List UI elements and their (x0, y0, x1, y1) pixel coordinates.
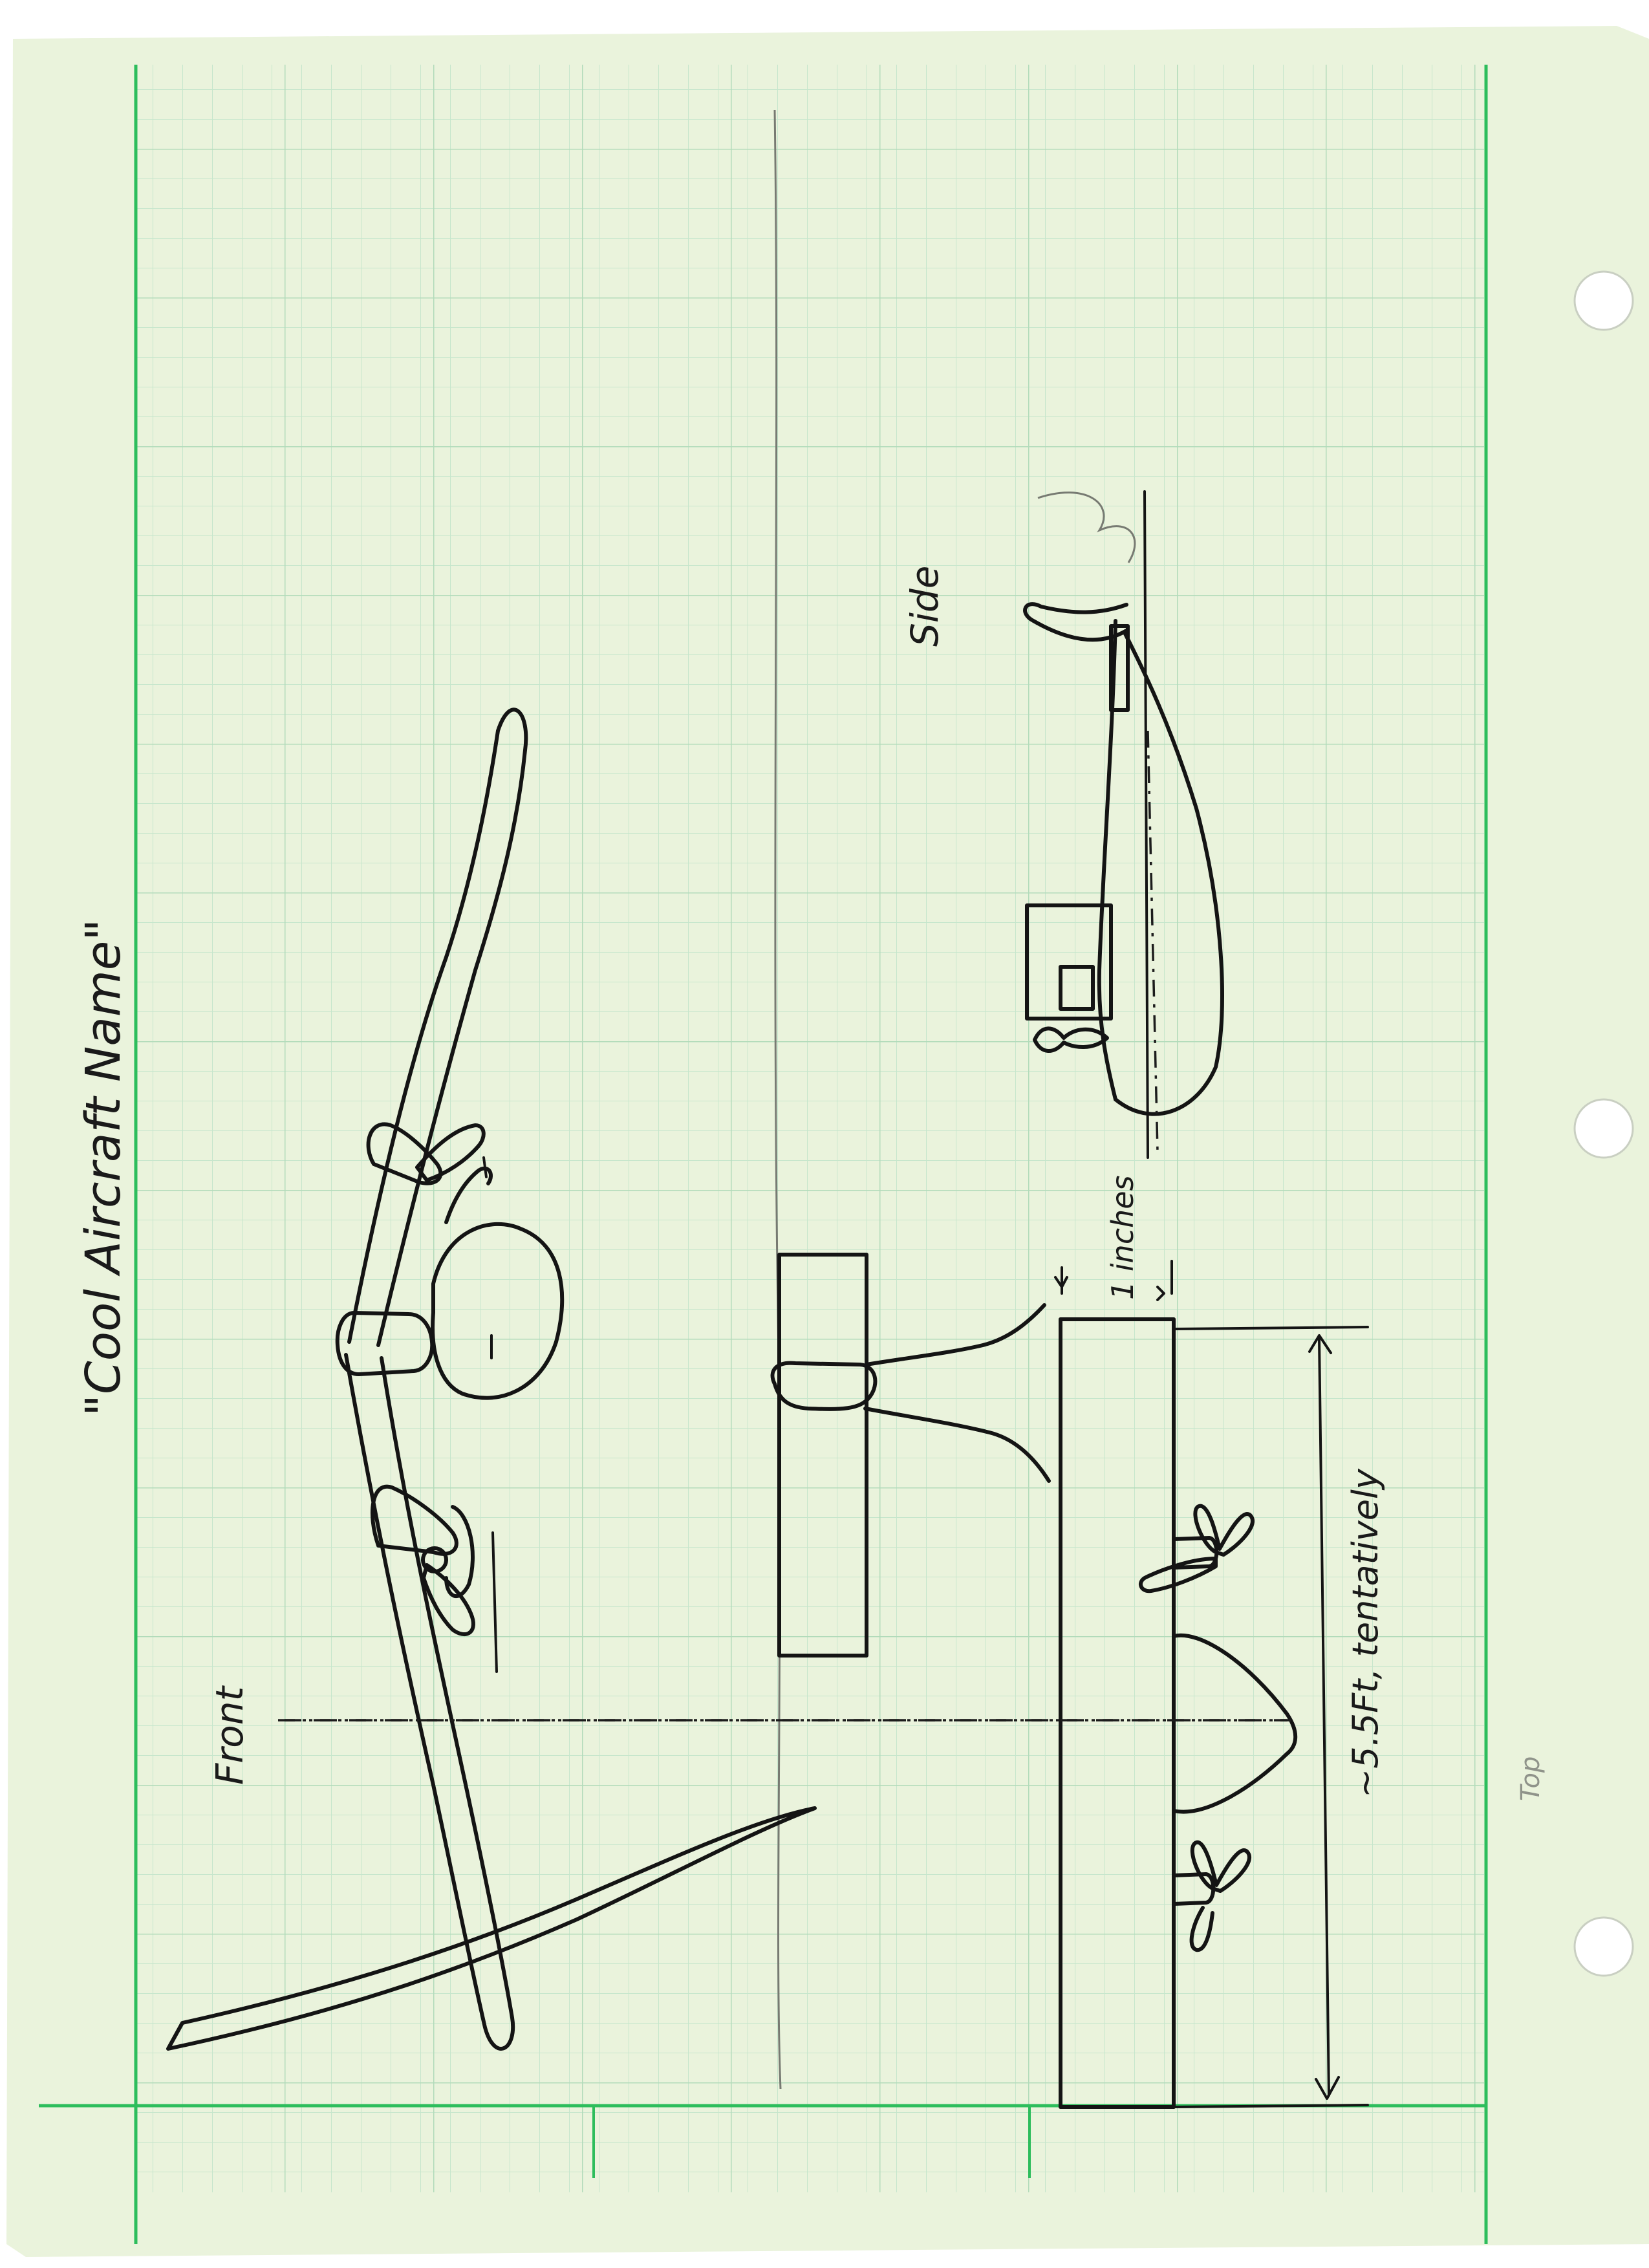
top-fuselage-body-left (865, 1303, 1046, 1366)
front-prop-upper-blade-2 (422, 1563, 475, 1637)
front-ground-line-lower (482, 1156, 488, 1178)
top-prop-right-blades-long (1189, 1906, 1214, 1952)
dim-span-tick-top (1172, 1326, 1369, 1330)
side-fuselage-bottom (1114, 632, 1224, 1116)
side-wing-box (1025, 903, 1113, 1021)
punch-holes (1573, 270, 1634, 1977)
side-tail-root (1109, 624, 1130, 712)
top-nose-cone (1172, 1633, 1298, 1814)
label-side: Side (903, 566, 947, 647)
pencil-guide-vertical (773, 109, 782, 2090)
label-top: Top (1516, 1756, 1546, 1801)
dimension-marks (1054, 1260, 1369, 2108)
paper-grid (136, 65, 1484, 2192)
front-wing-right (344, 1353, 515, 2051)
side-propeller (1033, 1026, 1109, 1053)
top-prop-left-blade-1 (1138, 1557, 1218, 1593)
side-ground-line (1143, 490, 1149, 1159)
top-prop-left (1193, 1504, 1255, 1557)
front-prop-lower-blade-1 (366, 1122, 443, 1185)
label-span: ~5.5Ft, tentatively (1345, 1468, 1386, 1798)
top-main-wing-outline (1059, 1317, 1176, 2109)
front-fuselage (431, 1222, 565, 1400)
dim-span-arrow-top (1308, 1334, 1332, 1354)
dim-1in-arrow-right (1156, 1286, 1165, 1301)
front-prop-upper-hub (421, 1546, 448, 1573)
punch-hole-middle (1573, 1098, 1634, 1159)
front-engine-upper (444, 1505, 475, 1599)
top-view-sketch (770, 1253, 1298, 2109)
front-wing-left (347, 707, 528, 1347)
top-horizontal-stabilizer (777, 1253, 868, 1658)
front-wing-upper (166, 1806, 817, 2051)
label-front: Front (208, 1685, 252, 1785)
front-prop-lower-blade-2 (415, 1123, 486, 1182)
dim-1in-arrow-left (1054, 1276, 1068, 1288)
front-view-sketch (166, 707, 817, 2051)
punch-hole-bottom (1573, 1916, 1634, 1977)
front-prop-upper-blade-1 (371, 1484, 458, 1556)
punch-hole-top (1573, 270, 1634, 331)
drawing-title: "Cool Aircraft Name" (76, 919, 131, 1416)
top-fuselage-tail (770, 1361, 878, 1411)
dim-span-arrow-bottom (1315, 2076, 1340, 2100)
top-fuselage-body-right (863, 1407, 1051, 1483)
front-engine-lower (444, 1166, 493, 1224)
label-1-inches: 1 inches (1105, 1175, 1140, 1300)
side-tail-fin (1023, 602, 1128, 642)
top-prop-right (1190, 1840, 1251, 1893)
front-tail-fin (335, 1311, 435, 1376)
dim-span-line (1318, 1337, 1330, 2097)
side-view-sketch (1023, 490, 1224, 1159)
dim-span-tick-bottom (1172, 2104, 1369, 2108)
side-fuselage-top (1097, 619, 1117, 1101)
pencil-fold-mark (1037, 491, 1136, 563)
side-engine (1059, 965, 1095, 1011)
front-ground-line-upper (491, 1531, 498, 1673)
